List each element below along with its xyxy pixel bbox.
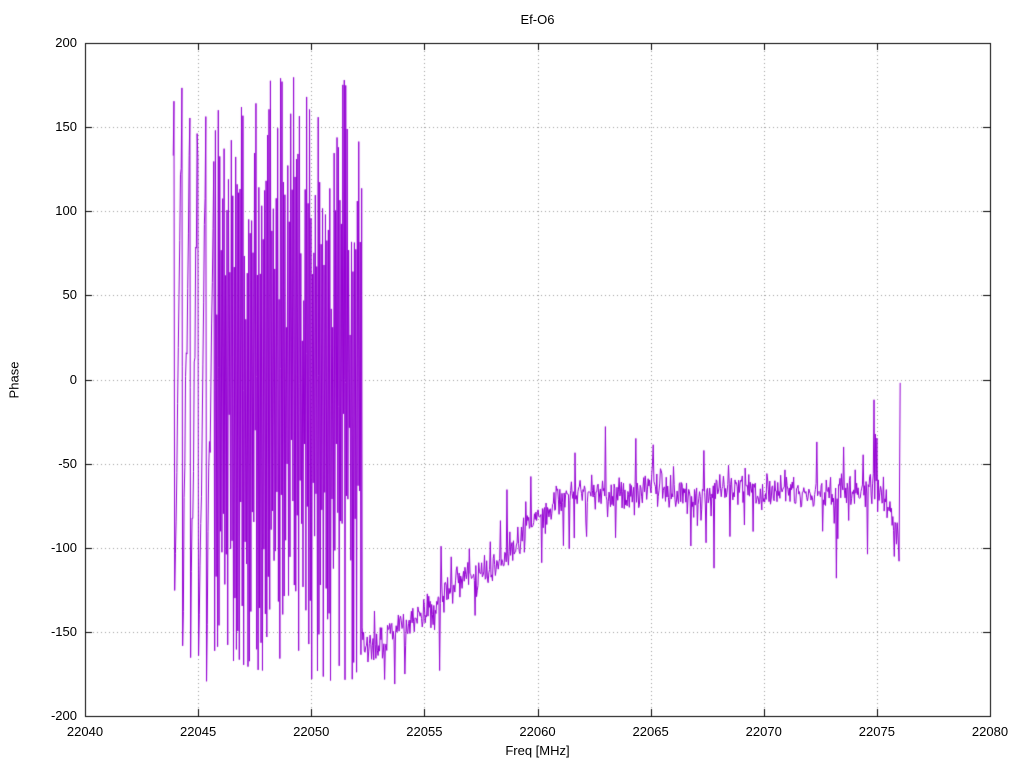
- x-tick-label: 22070: [745, 724, 782, 739]
- y-tick-label: 100: [55, 203, 77, 219]
- x-tick-label: 22050: [293, 724, 330, 739]
- x-tick-label: 22075: [858, 724, 895, 739]
- x-axis-label: Freq [MHz]: [505, 743, 570, 758]
- y-tick-label: -100: [50, 539, 77, 555]
- y-tick-label: 150: [55, 119, 77, 135]
- x-tick-label: 22060: [519, 724, 556, 739]
- x-tick-label: 22045: [180, 724, 217, 739]
- x-tick-label: 22040: [66, 724, 104, 739]
- x-tick-label: 22055: [406, 724, 443, 739]
- y-tick-label: -150: [50, 623, 77, 639]
- y-tick-label: -50: [58, 455, 77, 471]
- x-tick-label: 22080: [971, 724, 1009, 739]
- y-tick-label: 50: [62, 287, 77, 303]
- y-tick-label: -200: [50, 708, 77, 723]
- x-tick-label: 22065: [632, 724, 669, 739]
- chart-title: Ef-O6: [520, 12, 555, 27]
- y-tick-label: 200: [55, 35, 77, 50]
- y-tick-label: 0: [69, 371, 77, 387]
